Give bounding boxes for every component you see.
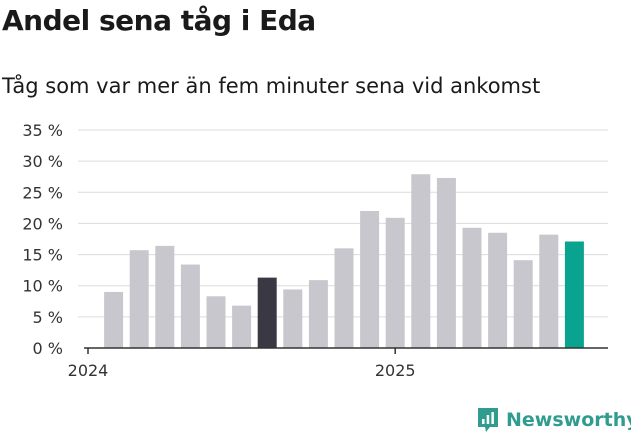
bar [283, 289, 303, 348]
y-tick-label: 0 % [33, 339, 63, 358]
chart-title: Andel sena tåg i Eda [2, 4, 316, 37]
bar [488, 232, 508, 348]
bar [564, 241, 584, 348]
y-tick-label: 35 % [22, 121, 63, 140]
bar [308, 280, 328, 348]
y-tick-label: 15 % [22, 246, 63, 265]
bar [462, 227, 482, 348]
bar [104, 291, 124, 348]
bar [436, 177, 456, 348]
y-tick-label: 5 % [33, 308, 63, 327]
bar [334, 248, 354, 348]
bar [206, 296, 226, 348]
x-tick-label: 2024 [68, 361, 109, 380]
bar [513, 260, 533, 348]
bar-chart-logo-icon [478, 408, 498, 432]
y-tick-label: 30 % [22, 152, 63, 171]
chart-subtitle: Tåg som var mer än fem minuter sena vid … [2, 74, 541, 98]
bar [539, 234, 559, 348]
bar [129, 250, 149, 348]
bar [360, 210, 380, 348]
y-tick-label: 10 % [22, 277, 63, 296]
bar [257, 277, 277, 348]
bar [385, 217, 405, 348]
bar [411, 174, 431, 348]
newsworthy-logo: Newsworthy [476, 407, 631, 433]
y-tick-label: 20 % [22, 214, 63, 233]
bar [180, 264, 200, 348]
x-tick-label: 2025 [375, 361, 416, 380]
brand-name: Newsworthy [506, 409, 631, 431]
y-tick-label: 25 % [22, 183, 63, 202]
bar [232, 305, 252, 348]
bar-chart: 0 % 5 % 10 % 15 % 20 % 25 % 30 % 35 % 2024 2025 [22, 121, 608, 380]
bar [155, 245, 175, 348]
